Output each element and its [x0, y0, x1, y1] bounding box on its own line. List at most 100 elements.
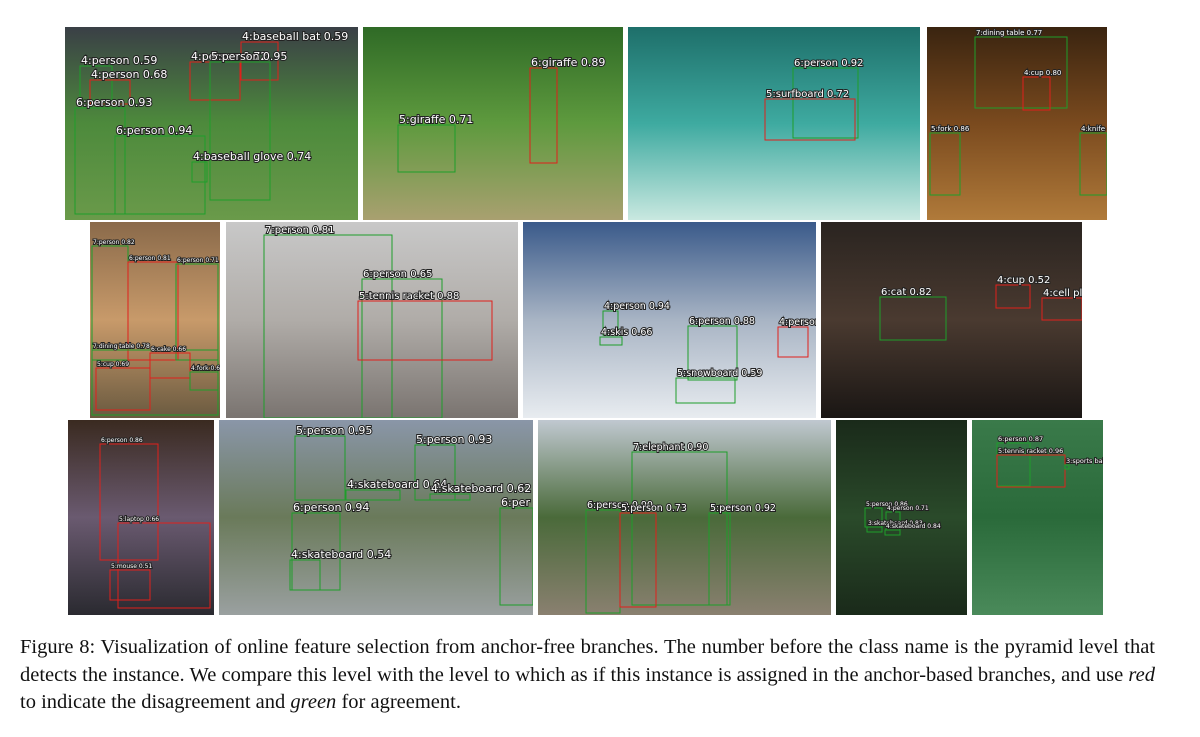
- photo-panel: 7:elephant 0.90 6:person 0.905:person 0.7…: [538, 420, 831, 615]
- detection-box: [289, 559, 321, 591]
- detection-label: 4:skateboard 0.64: [347, 478, 447, 491]
- detection-box: [79, 65, 113, 101]
- detection-label: 5:person 0.86: [866, 501, 908, 508]
- detection-label: 4:person 0.59: [81, 54, 157, 67]
- detection-box: [619, 512, 657, 608]
- caption-text: to indicate the disagreement and: [20, 691, 291, 713]
- detection-box: [191, 161, 208, 183]
- photo-panel: 7:person 0.82 6:person 0.81 6:person 0.71 7…: [90, 222, 220, 418]
- photo: [972, 420, 1103, 615]
- detection-label: 6:person 0.88: [689, 316, 755, 327]
- detection-box: [599, 336, 623, 346]
- photo-panel: 6:giraffe 0.89 5:giraffe 0.71: [363, 27, 623, 220]
- detection-label: 4:cup 0.80: [1024, 69, 1061, 77]
- detection-box: [792, 67, 859, 139]
- detection-label: 6:giraffe 0.89: [531, 56, 605, 69]
- caption-text: for agreement.: [336, 691, 461, 713]
- detection-label: 6:person 0.81: [129, 255, 171, 262]
- detection-box: [240, 41, 279, 81]
- caption: Figure 8: Visualization of online featur…: [20, 634, 1155, 717]
- detection-box: [429, 493, 471, 501]
- detection-box: [996, 454, 1066, 488]
- detection-box: [189, 371, 219, 391]
- detection-label: 4:person 0.94: [604, 301, 670, 312]
- photo: [628, 27, 920, 220]
- detection-label: 3:skateboard 0.83: [868, 520, 923, 527]
- detection-box: [95, 367, 151, 411]
- detection-label: 4:baseball glove 0.74: [193, 150, 311, 163]
- detection-label: 4:baseball bat 0.59: [242, 30, 348, 43]
- detection-label: 6:person 0.92: [794, 58, 863, 69]
- detection-label: 4:person 0.71: [887, 505, 929, 512]
- detection-box: [764, 98, 856, 141]
- detection-box: [89, 79, 131, 105]
- detection-box: [114, 135, 206, 215]
- detection-box: [602, 310, 619, 336]
- photo-panel: 5:person 0.864:person 0.71 3:skateboard 0…: [836, 420, 967, 615]
- detection-box: [175, 263, 219, 361]
- detection-label: 6:person 0.71: [177, 257, 219, 264]
- detection-box: [995, 284, 1031, 309]
- detection-box: [361, 278, 443, 418]
- detection-box: [109, 569, 151, 601]
- caption-text: Figure 8: Visualization of online featur…: [20, 636, 1155, 686]
- detection-label: 5:fork 0.86: [931, 125, 970, 133]
- detection-label: 6:cake 0.66: [151, 346, 186, 353]
- detection-box: [675, 377, 736, 404]
- detection-label: 6:person 0.94: [116, 124, 192, 137]
- detection-label: 4:fork 0.6: [191, 365, 220, 372]
- detection-box: [708, 512, 731, 606]
- detection-label: 7:dining table 0.77: [976, 29, 1042, 37]
- detection-label: 7:person 0.81: [265, 225, 334, 236]
- detection-box: [99, 443, 159, 561]
- detection-box: [974, 36, 1068, 109]
- detection-label: 4:skateboard 0.62: [431, 482, 531, 495]
- detection-box: [357, 300, 493, 361]
- photo: [363, 27, 623, 220]
- detection-label: 7:elephant 0.90: [633, 442, 708, 453]
- detection-box: [631, 451, 728, 606]
- detection-label: 5:person 0.93: [416, 433, 492, 446]
- detection-label: 4:skis 0.66: [601, 327, 652, 338]
- detection-box: [687, 325, 738, 381]
- detection-box: [263, 234, 393, 418]
- detection-label: 5:person 0.92: [710, 503, 776, 514]
- detection-box: [117, 522, 211, 609]
- detection-label: 6:cat 0.82: [881, 287, 932, 298]
- detection-label: 4:cup 0.52: [997, 275, 1050, 286]
- photo-panel: 5:person 0.95 5:person 0.93 4:skateboard 0…: [219, 420, 533, 615]
- photo-panel: 4:baseball bat 0.59 4:person 0.725:person…: [65, 27, 358, 220]
- detection-label: 6:person 0.93: [76, 96, 152, 109]
- photo-panel: 4:person 0.94 4:skis 0.66 6:person 0.88 5:s…: [523, 222, 821, 418]
- detection-box: [149, 352, 191, 379]
- detection-box: [884, 529, 901, 536]
- detection-label: 6:person 0.65: [363, 269, 432, 280]
- detection-box: [74, 107, 126, 215]
- detection-label: 4:person 0.72: [191, 50, 267, 63]
- detection-label: 3:sports ball: [1066, 457, 1106, 465]
- photo: [68, 420, 214, 615]
- detection-box: [1041, 297, 1082, 321]
- detection-label: 4:person 0.68: [91, 68, 167, 81]
- detection-box: [345, 489, 401, 501]
- detection-box: [929, 132, 961, 196]
- detection-label: 6:person 0.94: [293, 501, 369, 514]
- detection-box: [1022, 76, 1051, 111]
- detection-label: 5:person 0.95: [296, 424, 372, 437]
- detection-label: 5:mouse 0.51: [111, 563, 152, 570]
- detection-label: 6:person 0.90: [587, 500, 653, 511]
- photo-panel: 6:person 0.92 5:surfboard 0.72: [628, 27, 920, 220]
- detection-label: 5:snowboard 0.59: [677, 368, 762, 379]
- detection-label: 5:giraffe 0.71: [399, 113, 473, 126]
- detection-label: 4:knife 0.8: [1081, 125, 1118, 133]
- photo: [219, 420, 533, 615]
- photo-panel: 6:person 0.86 5:laptop 0.66 5:mouse 0.51: [68, 420, 214, 615]
- detection-label: 4:cell pl: [1043, 288, 1082, 299]
- detection-box: [777, 326, 809, 358]
- photo: [90, 222, 220, 418]
- photo: [226, 222, 518, 418]
- detection-label: 4:person: [779, 317, 821, 328]
- detection-label: 4:skateboard 0.84: [886, 523, 941, 530]
- detection-box: [866, 526, 883, 533]
